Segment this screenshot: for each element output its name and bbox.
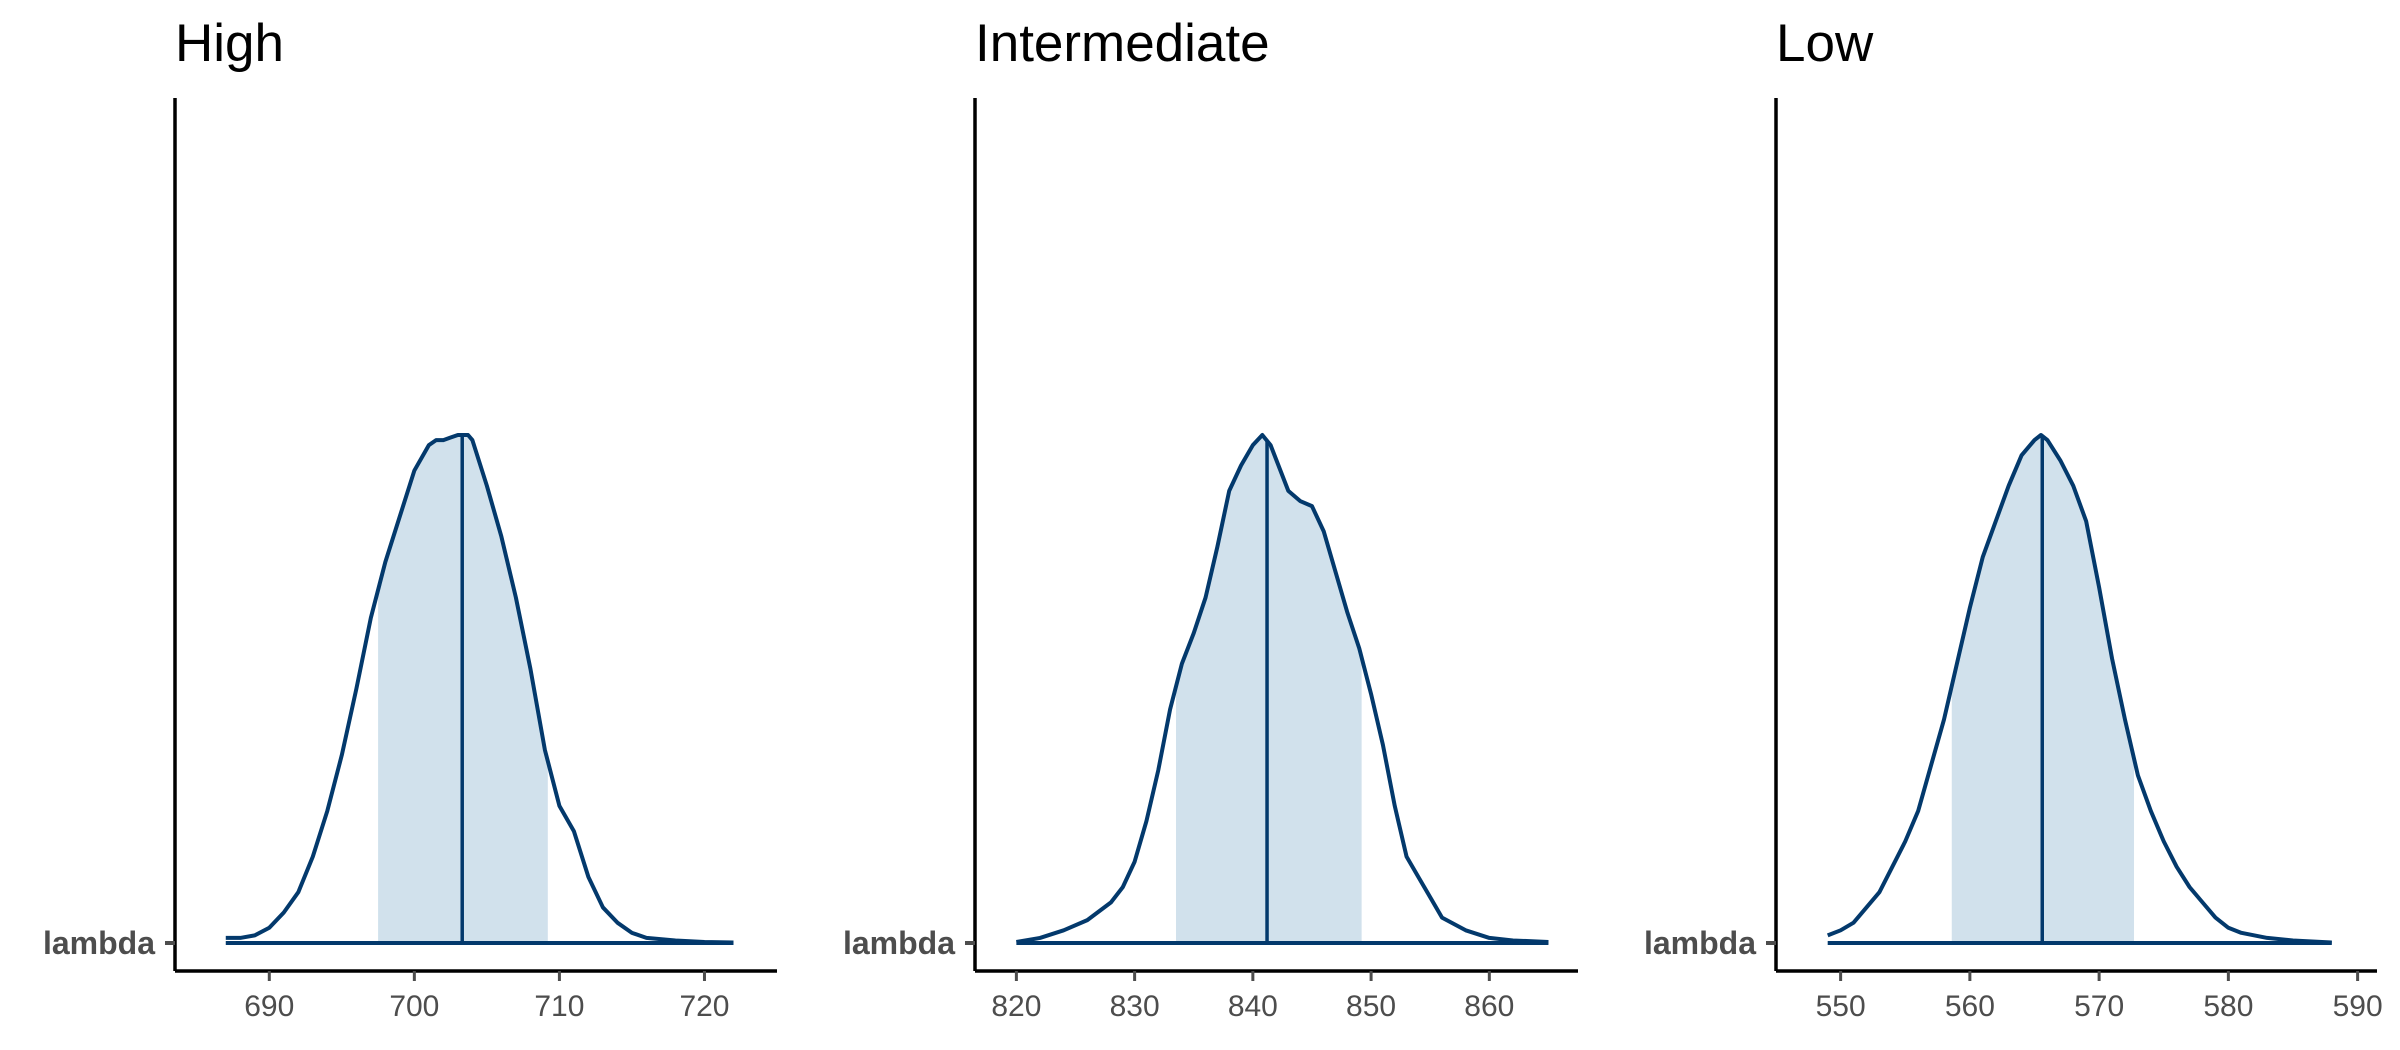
panel-intermediate: 820 830 840 850 860 lambda Intermediate	[843, 14, 1578, 1023]
x-tick-label: 700	[389, 990, 439, 1023]
density-curve	[1016, 433, 1549, 944]
panel-title: Intermediate	[975, 14, 1270, 73]
y-tick-label: lambda	[1644, 925, 1756, 961]
density-curve	[1826, 433, 2332, 945]
x-tick-label: 590	[2333, 990, 2383, 1023]
x-tick-label: 580	[2203, 990, 2253, 1023]
x-tick-label: 690	[244, 990, 294, 1023]
panel-high: 690 700 710 720 lambda High	[43, 14, 777, 1023]
x-tick-label: 720	[679, 990, 729, 1023]
x-tick-label: 860	[1464, 990, 1514, 1023]
panel-low: 550 560 570 580 590 lambda Low	[1644, 14, 2383, 1023]
x-tick-label: 550	[1816, 990, 1866, 1023]
x-tick-label: 820	[991, 990, 1041, 1023]
x-tick-label: 570	[2074, 990, 2124, 1023]
x-tick-label: 560	[1945, 990, 1995, 1023]
panel-title: High	[175, 14, 284, 73]
x-tick-label: 840	[1228, 990, 1278, 1023]
x-tick-label: 830	[1110, 990, 1160, 1023]
panel-title: Low	[1776, 14, 1874, 73]
y-tick-label: lambda	[843, 925, 955, 961]
x-tick-label: 850	[1346, 990, 1396, 1023]
density-curve	[225, 433, 734, 945]
y-tick-label: lambda	[43, 925, 155, 961]
credible-interval-area	[1176, 435, 1362, 943]
x-tick-label: 710	[534, 990, 584, 1023]
